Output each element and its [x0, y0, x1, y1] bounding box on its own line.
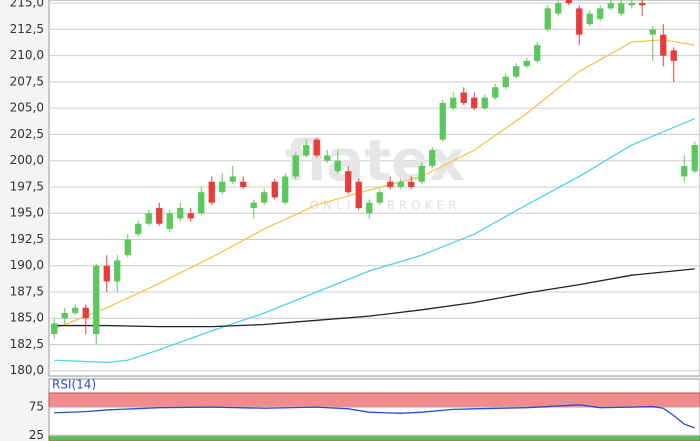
- candle-body: [481, 97, 488, 109]
- candle-body: [292, 155, 299, 177]
- main-plot: [48, 0, 700, 377]
- candle-body: [324, 155, 331, 161]
- candle-body: [586, 13, 593, 25]
- watermark: flatex: [285, 129, 465, 194]
- candle-body: [387, 181, 394, 187]
- y-tick-label: 200,0: [10, 153, 44, 167]
- candle-body: [303, 144, 310, 156]
- y-tick-label: 192,5: [10, 232, 44, 246]
- candle-body: [544, 8, 551, 30]
- y-tick-label: 205,0: [10, 101, 44, 115]
- candle-body: [198, 192, 205, 214]
- candle-body: [103, 265, 110, 282]
- candle-body: [471, 97, 478, 109]
- candle-body: [261, 192, 268, 203]
- candle-body: [156, 207, 163, 224]
- candle-body: [282, 176, 289, 203]
- candle-body: [607, 3, 614, 9]
- candle-body: [366, 202, 373, 214]
- candle-body: [408, 181, 415, 187]
- candle-body: [670, 50, 677, 61]
- rsi-line: [54, 404, 695, 429]
- candle-body: [187, 213, 194, 219]
- candle-body: [439, 102, 446, 140]
- candle-body: [460, 92, 467, 103]
- y-tick-label: 185,0: [10, 311, 44, 325]
- candle-body: [250, 202, 257, 208]
- candle-body: [334, 160, 341, 172]
- y-tick-label: 197,5: [10, 179, 44, 193]
- candle-body: [240, 181, 247, 187]
- candle-body: [513, 66, 520, 77]
- candle-body: [534, 45, 541, 61]
- rsi-title: RSI(14): [52, 378, 96, 392]
- y-tick-label: 180,0: [10, 363, 44, 377]
- rsi-band: [48, 392, 700, 408]
- candle-body: [429, 150, 436, 166]
- y-tick-label: 25: [29, 428, 44, 441]
- candle-body: [555, 3, 562, 14]
- y-tick-label: 75: [29, 400, 44, 414]
- rsi-plot: [48, 378, 700, 441]
- candle-body: [51, 323, 58, 334]
- candle-body: [229, 176, 236, 182]
- watermark-sub: ONLINE BROKER: [310, 199, 461, 213]
- candle-body: [219, 181, 226, 193]
- candle-body: [502, 76, 509, 88]
- candle-body: [681, 165, 688, 177]
- candle-body: [135, 223, 142, 235]
- candle-body: [82, 307, 89, 319]
- candle-body: [166, 213, 173, 229]
- y-tick-label: 215,0: [10, 0, 44, 10]
- candle-body: [691, 144, 698, 172]
- candle-body: [376, 192, 383, 203]
- candle-body: [271, 181, 278, 198]
- y-tick-label: 210,0: [10, 48, 44, 62]
- candle-body: [450, 97, 457, 109]
- candle-body: [639, 3, 646, 6]
- candle-body: [628, 3, 635, 6]
- candle-body: [208, 181, 215, 203]
- candle-body: [492, 87, 499, 98]
- candle-body: [397, 181, 404, 187]
- candle-body: [345, 171, 352, 193]
- candle-body: [597, 8, 604, 19]
- candle-body: [523, 60, 530, 67]
- candle-body: [177, 207, 184, 219]
- y-tick-label: 207,5: [10, 74, 44, 88]
- candle-body: [660, 34, 667, 56]
- y-tick-label: 182,5: [10, 337, 44, 351]
- candle-body: [145, 213, 152, 224]
- candle-body: [618, 3, 625, 14]
- candle-body: [649, 29, 656, 35]
- y-tick-label: 187,5: [10, 284, 44, 298]
- y-tick-label: 202,5: [10, 127, 44, 141]
- candle-body: [313, 139, 320, 156]
- moving-average: [54, 118, 696, 363]
- candle-body: [576, 8, 583, 35]
- candle-body: [418, 165, 425, 182]
- candle-body: [565, 0, 572, 4]
- candle-body: [93, 265, 100, 334]
- y-tick-label: 195,0: [10, 206, 44, 220]
- candle-body: [114, 260, 121, 282]
- y-tick-label: 190,0: [10, 258, 44, 272]
- candle-body: [72, 307, 79, 313]
- y-tick-label: 212,5: [10, 22, 44, 36]
- candle-body: [355, 181, 362, 208]
- rsi-band: [48, 434, 700, 441]
- candle-body: [124, 239, 131, 256]
- moving-average: [54, 39, 695, 330]
- candle-body: [61, 312, 68, 319]
- moving-average: [54, 268, 695, 328]
